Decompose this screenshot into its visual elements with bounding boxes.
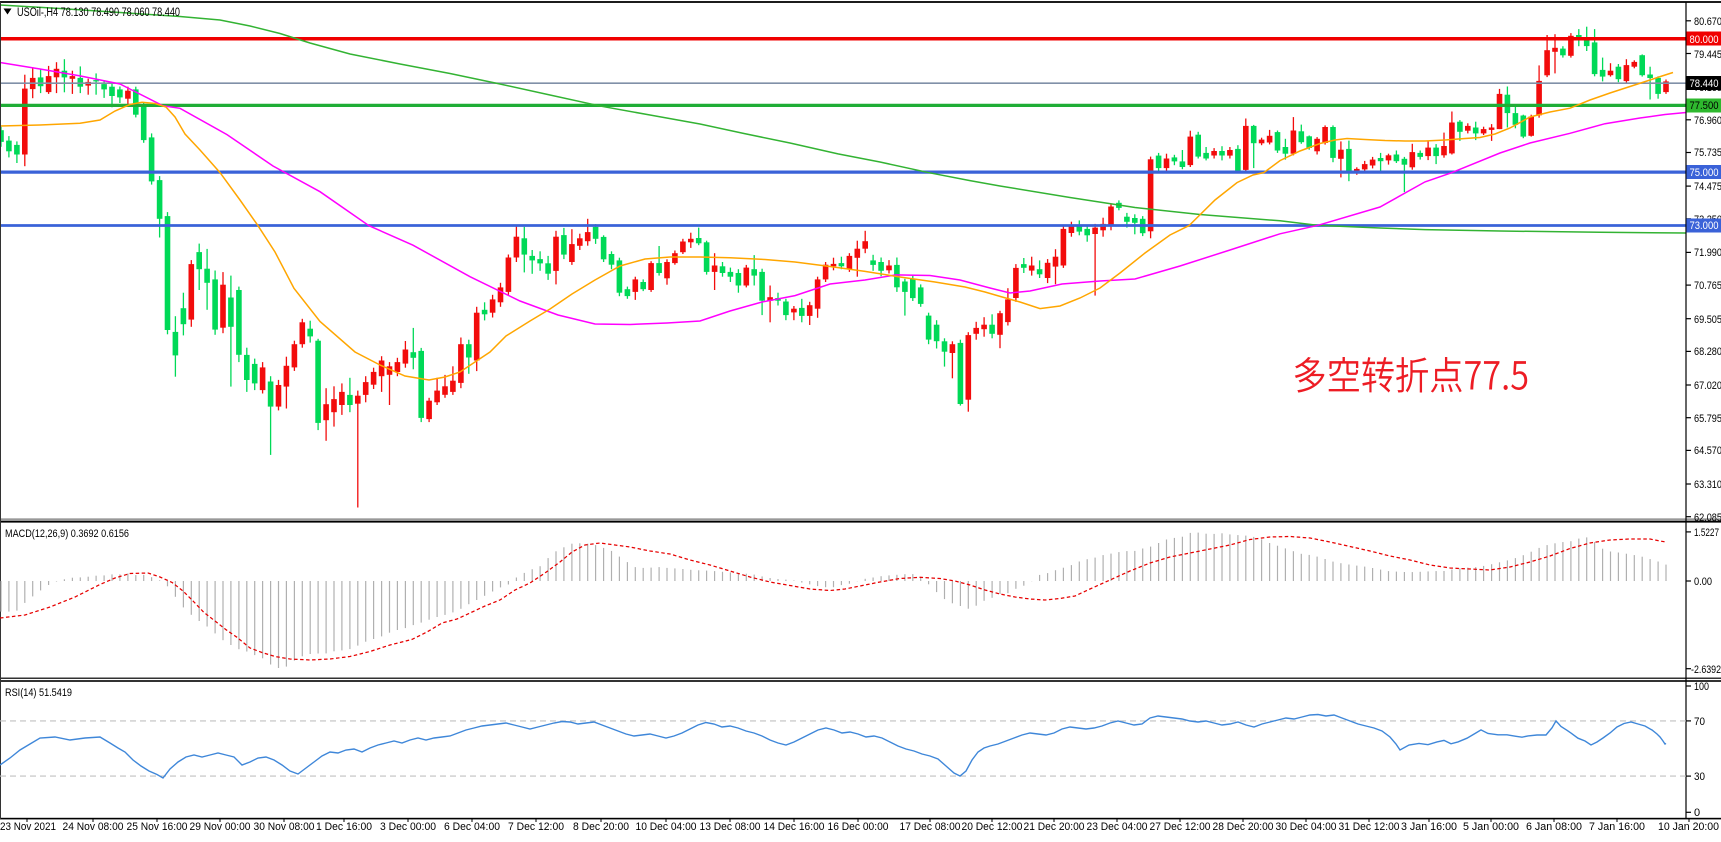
svg-text:30 Nov 08:00: 30 Nov 08:00: [254, 821, 315, 833]
svg-text:3 Jan 16:00: 3 Jan 16:00: [1401, 821, 1457, 833]
svg-text:3 Dec 00:00: 3 Dec 00:00: [380, 821, 436, 833]
svg-text:67.020: 67.020: [1694, 380, 1721, 392]
svg-text:30: 30: [1694, 771, 1705, 783]
svg-text:21 Dec 20:00: 21 Dec 20:00: [1024, 821, 1085, 833]
svg-text:73.000: 73.000: [1690, 220, 1719, 232]
svg-text:75.000: 75.000: [1690, 167, 1719, 179]
svg-text:23 Nov 2021: 23 Nov 2021: [0, 821, 56, 833]
svg-text:30 Dec 04:00: 30 Dec 04:00: [1276, 821, 1337, 833]
svg-text:6 Dec 04:00: 6 Dec 04:00: [444, 821, 500, 833]
svg-text:6 Jan 08:00: 6 Jan 08:00: [1526, 821, 1582, 833]
svg-text:24 Nov 08:00: 24 Nov 08:00: [63, 821, 124, 833]
svg-text:77.500: 77.500: [1690, 100, 1719, 112]
svg-text:28 Dec 20:00: 28 Dec 20:00: [1213, 821, 1274, 833]
svg-text:25 Nov 16:00: 25 Nov 16:00: [127, 821, 188, 833]
svg-text:27 Dec 12:00: 27 Dec 12:00: [1150, 821, 1211, 833]
svg-text:74.475: 74.475: [1694, 181, 1721, 193]
svg-text:78.440: 78.440: [1690, 78, 1719, 90]
svg-text:64.570: 64.570: [1694, 445, 1721, 457]
svg-text:MACD(12,26,9) 0.3692 0.6156: MACD(12,26,9) 0.3692 0.6156: [5, 528, 129, 540]
svg-text:1 Dec 16:00: 1 Dec 16:00: [316, 821, 372, 833]
svg-text:100: 100: [1694, 681, 1709, 693]
svg-text:USOil-,H4 78.130 78.490 78.06: USOil-,H4 78.130 78.490 78.060 78.440: [17, 7, 180, 19]
svg-text:-2.6392: -2.6392: [1691, 664, 1721, 676]
svg-text:13 Dec 08:00: 13 Dec 08:00: [700, 821, 761, 833]
svg-text:10 Jan 20:00: 10 Jan 20:00: [1658, 821, 1719, 833]
svg-text:1.5227: 1.5227: [1694, 527, 1719, 539]
svg-text:5 Jan 00:00: 5 Jan 00:00: [1463, 821, 1519, 833]
svg-text:31 Dec 12:00: 31 Dec 12:00: [1339, 821, 1400, 833]
svg-text:20 Dec 12:00: 20 Dec 12:00: [962, 821, 1023, 833]
svg-text:63.310: 63.310: [1694, 479, 1721, 491]
svg-text:7 Jan 16:00: 7 Jan 16:00: [1589, 821, 1645, 833]
svg-text:0: 0: [1694, 807, 1700, 819]
svg-text:80.670: 80.670: [1694, 16, 1721, 28]
svg-text:75.735: 75.735: [1694, 147, 1721, 159]
svg-text:8 Dec 20:00: 8 Dec 20:00: [573, 821, 629, 833]
svg-text:14 Dec 16:00: 14 Dec 16:00: [764, 821, 825, 833]
svg-text:65.795: 65.795: [1694, 413, 1721, 425]
svg-text:29 Nov 00:00: 29 Nov 00:00: [190, 821, 251, 833]
svg-text:76.960: 76.960: [1694, 115, 1721, 127]
svg-text:71.990: 71.990: [1694, 247, 1721, 259]
svg-text:68.280: 68.280: [1694, 346, 1721, 358]
svg-text:16 Dec 00:00: 16 Dec 00:00: [828, 821, 889, 833]
svg-text:79.445: 79.445: [1694, 49, 1721, 61]
svg-text:70.765: 70.765: [1694, 280, 1721, 292]
svg-text:70: 70: [1694, 716, 1705, 728]
svg-text:80.000: 80.000: [1690, 34, 1719, 46]
svg-text:0.00: 0.00: [1694, 576, 1712, 588]
svg-text:69.505: 69.505: [1694, 314, 1721, 326]
svg-text:23 Dec 04:00: 23 Dec 04:00: [1087, 821, 1148, 833]
svg-text:7 Dec 12:00: 7 Dec 12:00: [508, 821, 564, 833]
svg-text:62.085: 62.085: [1694, 512, 1721, 524]
svg-text:10 Dec 04:00: 10 Dec 04:00: [636, 821, 697, 833]
svg-text:RSI(14) 51.5419: RSI(14) 51.5419: [5, 687, 72, 699]
svg-text:17 Dec 08:00: 17 Dec 08:00: [900, 821, 961, 833]
